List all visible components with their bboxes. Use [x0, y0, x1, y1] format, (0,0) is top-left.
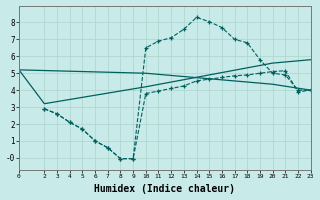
- X-axis label: Humidex (Indice chaleur): Humidex (Indice chaleur): [94, 184, 235, 194]
